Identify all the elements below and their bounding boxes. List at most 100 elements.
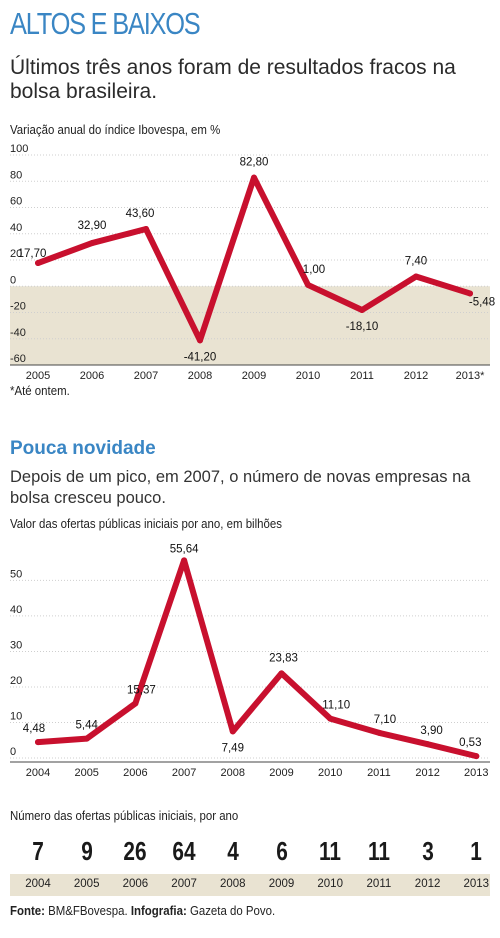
x-tick-label: 2010 [318, 767, 342, 779]
ipo-count-value: 1 [470, 836, 483, 866]
ipo-count-value: 4 [227, 836, 239, 866]
ipo-count-year: 2008 [220, 878, 246, 890]
x-tick-label: 2009 [269, 767, 293, 779]
negative-band [10, 286, 490, 365]
data-point [197, 337, 203, 344]
x-tick-label: 2006 [80, 370, 104, 380]
x-tick-label: 2013* [456, 370, 485, 380]
x-tick-label: 2007 [172, 767, 196, 779]
data-label: 17,70 [18, 248, 47, 260]
data-point [305, 281, 311, 288]
data-label: 3,90 [420, 725, 442, 737]
x-tick-label: 2012 [404, 370, 428, 380]
data-point [132, 700, 139, 707]
data-label: -41,20 [184, 351, 217, 363]
infografia-value: Gazeta do Povo. [189, 903, 276, 918]
data-label: 5,44 [76, 720, 99, 732]
ipo-count-value: 3 [421, 836, 434, 866]
data-label: 82,80 [240, 157, 269, 169]
y-tick-label: 10 [10, 710, 22, 722]
data-label: 7,10 [374, 714, 396, 726]
ipo-count-value: 64 [172, 836, 196, 866]
ipo-count-row: 7 9 26 64 4 6 11 11 3 1 [10, 836, 490, 870]
infografia-label: Infografia: [130, 903, 187, 918]
data-point [424, 741, 431, 748]
ipo-count-year: 2004 [25, 878, 51, 890]
data-label: 43,60 [126, 208, 155, 220]
data-label: 7,40 [405, 256, 427, 268]
data-point [467, 290, 473, 297]
data-label: 0,53 [459, 737, 481, 749]
y-tick-label: 80 [10, 169, 22, 181]
ipo-count-value: 26 [123, 836, 147, 866]
y-tick-label: 40 [10, 222, 22, 234]
data-label: 15,37 [127, 684, 156, 696]
y-tick-label: 50 [10, 568, 22, 580]
x-tick-label: 2011 [367, 767, 391, 779]
data-point [251, 174, 257, 181]
ipo-count-value: 7 [32, 836, 44, 866]
ipo-count-year: 2011 [366, 878, 392, 890]
y-tick-label: 60 [10, 196, 22, 208]
data-label: 7,49 [222, 742, 244, 754]
source-line: Fonte: BM&FBovespa. Infografia: Gazeta d… [10, 903, 275, 918]
ipo-count-value: 11 [319, 836, 342, 866]
ipo-count-year: 2010 [317, 878, 343, 890]
data-point [35, 260, 41, 267]
y-tick-label: 30 [10, 639, 22, 651]
data-point [413, 273, 419, 280]
y-tick-label: -40 [10, 327, 26, 339]
data-label: 1,00 [303, 264, 325, 276]
section-heading: Pouca novidade [10, 438, 156, 459]
data-label: 4,48 [23, 723, 45, 735]
source-label: Fonte: [10, 903, 45, 918]
x-tick-label: 2005 [74, 767, 98, 779]
data-point [375, 729, 382, 736]
page-subtitle: Últimos três anos foram de resultados fr… [10, 56, 456, 103]
ipo-count-year: 2012 [414, 878, 441, 890]
x-tick-label: 2008 [188, 370, 212, 380]
data-label: 55,64 [170, 543, 199, 555]
x-tick-label: 2010 [296, 370, 320, 380]
x-tick-label: 2006 [123, 767, 147, 779]
data-point [143, 226, 149, 233]
ipo-count-year: 2006 [122, 878, 149, 890]
x-tick-label: 2009 [242, 370, 266, 380]
y-tick-label: -60 [10, 353, 26, 365]
data-point [83, 735, 90, 742]
page-title: ALTOS E BAIXOS [10, 6, 201, 41]
data-label: 23,83 [269, 652, 298, 664]
data-point [327, 715, 334, 722]
ipo-count-year: 2005 [73, 878, 100, 890]
series-line [35, 557, 480, 760]
data-point [359, 307, 365, 314]
ipo-count-year: 2013 [463, 878, 490, 890]
x-tick-label: 2013 [464, 767, 488, 779]
chart2-label: Valor das ofertas públicas iniciais por … [10, 516, 282, 531]
x-tick-label: 2011 [350, 370, 374, 380]
data-point [229, 728, 236, 735]
data-label: -18,10 [346, 321, 379, 333]
x-tick-label: 2007 [134, 370, 158, 380]
data-point [89, 240, 95, 247]
y-tick-label: 100 [10, 143, 28, 155]
ipo-count-year: 2009 [268, 878, 295, 890]
ipo-count-value: 11 [367, 836, 390, 866]
y-tick-label: 0 [10, 274, 16, 286]
data-point [35, 739, 41, 746]
source-value: BM&FBovespa. [48, 903, 128, 918]
data-point [473, 753, 480, 760]
chart1-label: Variação anual do índice Ibovespa, em % [10, 122, 221, 137]
data-label: 11,10 [322, 700, 350, 712]
data-label: -5,48 [469, 296, 495, 308]
data-point [181, 557, 188, 564]
y-tick-label: -20 [10, 301, 26, 313]
section-description: Depois de um pico, em 2007, o número de … [10, 468, 471, 507]
count-label: Número das ofertas públicas iniciais, po… [10, 808, 239, 823]
x-tick-label: 2008 [221, 767, 245, 779]
data-label: 32,90 [78, 220, 107, 232]
x-tick-label: 2012 [415, 767, 439, 779]
y-tick-label: 20 [10, 248, 22, 260]
